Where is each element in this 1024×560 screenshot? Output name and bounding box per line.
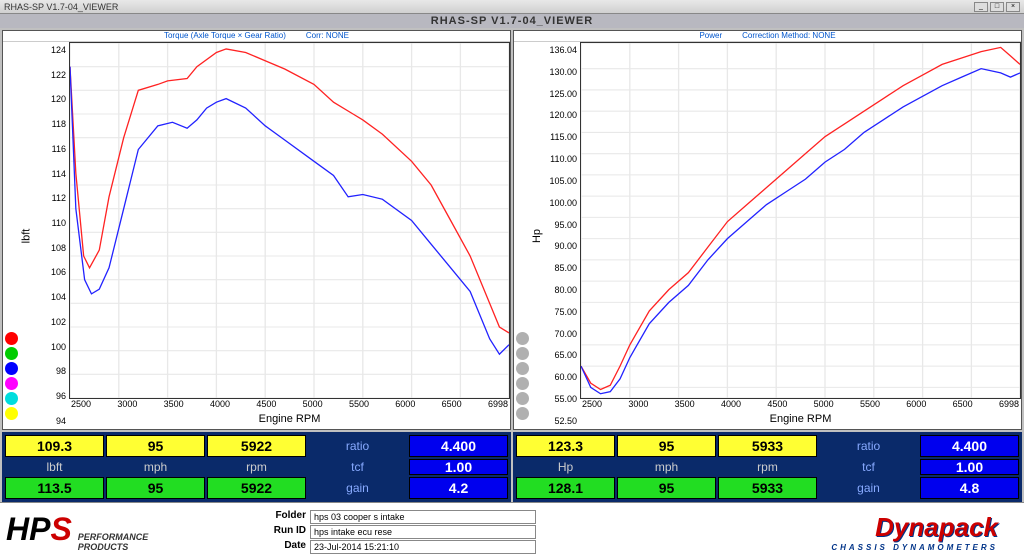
power-chart-panel: Power Correction Method: NONE Hp 136.041… [513,30,1022,430]
readout-cell: 1.00 [920,459,1019,475]
power-plot-wrap: 2500300035004000450050005500600065006998… [580,42,1021,429]
titlebar-text: RHAS-SP V1.7-04_VIEWER [4,2,118,12]
window-controls: _ □ × [974,2,1020,12]
readout-cell: 95 [106,477,205,499]
legend-dot[interactable] [516,377,529,390]
hps-logo: HPS PERFORMANCEPRODUCTS [6,511,256,553]
readout-cell: ratio [819,435,918,457]
torque-header-right: Corr: NONE [306,31,349,41]
power-chart-header: Power Correction Method: NONE [514,31,1021,42]
readouts-row: 109.3955922ratio4.400lbftmphrpmtcf1.0011… [0,432,1024,502]
meta-runid-label: Run ID [256,525,306,539]
readout-cell: 95 [617,477,716,499]
power-legend [514,42,530,429]
dynapack-logo-main: Dynapack [536,512,998,543]
readout-cell: 5922 [207,477,306,499]
power-plot-area[interactable] [580,42,1021,399]
hps-logo-sub: PERFORMANCEPRODUCTS [78,533,149,553]
meta-folder-value: hps 03 cooper s intake [310,510,536,524]
readout-cell: 113.5 [5,477,104,499]
legend-dot[interactable] [5,377,18,390]
readout-cell: gain [819,477,918,499]
torque-chart-panel: Torque (Axle Torque × Gear Ratio) Corr: … [2,30,511,430]
power-ylabel-wrap: Hp [530,42,544,429]
readout-cell: 4.8 [920,477,1019,499]
readout-cell: 5933 [718,477,817,499]
power-xlabel: Engine RPM [580,413,1021,429]
readout-cell: 4.400 [920,435,1019,457]
torque-chart-header: Torque (Axle Torque × Gear Ratio) Corr: … [3,31,510,42]
hps-logo-s: S [50,511,71,547]
meta-runid-value: hps intake ecu rese [310,525,536,539]
readout-cell: tcf [819,459,918,475]
app-title: RHAS-SP V1.7-04_VIEWER [0,14,1024,28]
readout-cell: 1.00 [409,459,508,475]
readout-cell: rpm [207,459,306,475]
legend-dot[interactable] [5,332,18,345]
power-header-left: Power [699,31,722,41]
meta-grid: Folder hps 03 cooper s intake Run ID hps… [256,510,536,554]
readout-cell: mph [617,459,716,475]
readout-cell: rpm [718,459,817,475]
torque-legend [3,42,19,429]
readout-left: 109.3955922ratio4.400 lbftmphrpmtcf1.00 11… [2,432,511,502]
dynapack-logo-sub: CHASSIS DYNAMOMETERS [536,543,998,552]
torque-plot-wrap: 2500300035004000450050005500600065006998… [69,42,510,429]
readout-right: 123.3955933ratio4.400 Hpmphrpmtcf1.00 128.… [513,432,1022,502]
torque-ylabel: lbft [20,228,32,243]
power-header-right: Correction Method: NONE [742,31,835,41]
torque-plot-area[interactable] [69,42,510,399]
torque-ylabel-wrap: lbft [19,42,33,429]
legend-dot[interactable] [5,407,18,420]
readout-cell: tcf [308,459,407,475]
titlebar: RHAS-SP V1.7-04_VIEWER _ □ × [0,0,1024,14]
readout-cell: 123.3 [516,435,615,457]
torque-yticks: 1241221201181161141121101081061041021009… [33,42,69,429]
power-xticks: 2500300035004000450050005500600065006998 [580,399,1021,413]
torque-xlabel: Engine RPM [69,413,510,429]
hps-logo-main: HP [6,511,50,547]
torque-chart-body: lbft 12412212011811611411211010810610410… [3,42,510,429]
dynapack-logo: Dynapack CHASSIS DYNAMOMETERS [536,512,1018,552]
meta-date-label: Date [256,540,306,554]
readout-cell: 109.3 [5,435,104,457]
minimize-button[interactable]: _ [974,2,988,12]
meta-date-value: 23-Jul-2014 15:21:10 [310,540,536,554]
readout-cell: 95 [106,435,205,457]
legend-dot[interactable] [516,362,529,375]
legend-dot[interactable] [516,407,529,420]
close-button[interactable]: × [1006,2,1020,12]
readout-cell: 4.400 [409,435,508,457]
legend-dot[interactable] [516,392,529,405]
legend-dot[interactable] [5,362,18,375]
torque-header-left: Torque (Axle Torque × Gear Ratio) [164,31,286,41]
legend-dot[interactable] [5,347,18,360]
power-chart-body: Hp 136.04130.00125.00120.00115.00110.001… [514,42,1021,429]
readout-cell: 128.1 [516,477,615,499]
torque-xticks: 2500300035004000450050005500600065006998 [69,399,510,413]
legend-dot[interactable] [5,392,18,405]
footer: HPS PERFORMANCEPRODUCTS Folder hps 03 co… [0,502,1024,560]
meta-folder-label: Folder [256,510,306,524]
charts-row: Torque (Axle Torque × Gear Ratio) Corr: … [0,28,1024,432]
readout-cell: lbft [5,459,104,475]
readout-cell: ratio [308,435,407,457]
readout-cell: Hp [516,459,615,475]
legend-dot[interactable] [516,332,529,345]
readout-cell: 95 [617,435,716,457]
readout-cell: mph [106,459,205,475]
readout-cell: 5933 [718,435,817,457]
power-ylabel: Hp [531,228,543,242]
power-yticks: 136.04130.00125.00120.00115.00110.00105.… [544,42,580,429]
readout-cell: 5922 [207,435,306,457]
maximize-button[interactable]: □ [990,2,1004,12]
readout-cell: 4.2 [409,477,508,499]
legend-dot[interactable] [516,347,529,360]
app-window: RHAS-SP V1.7-04_VIEWER _ □ × RHAS-SP V1.… [0,0,1024,560]
readout-cell: gain [308,477,407,499]
